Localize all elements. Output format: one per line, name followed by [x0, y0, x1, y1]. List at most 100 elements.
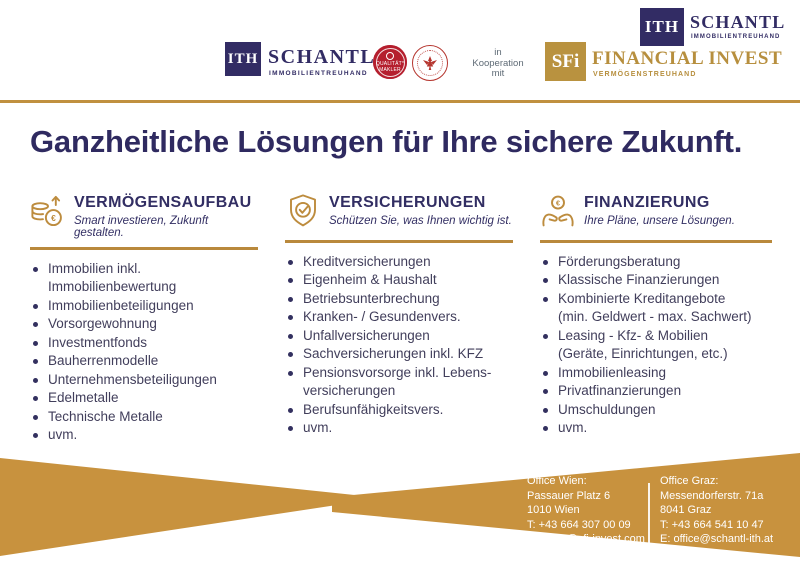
- list-item-line: Privatfinanzierungen: [558, 383, 682, 398]
- list-item-line: Betriebsunterbrechung: [303, 290, 440, 306]
- corner-brand-tagline: IMMOBILIENTREUHAND: [691, 34, 781, 40]
- office-graz-block: Office Graz: Messendorferstr. 71a 8041 G…: [660, 474, 795, 547]
- hands-euro-icon: €: [540, 193, 576, 229]
- list-item: Leasing - Kfz- & Mobilien (Geräte, Einric…: [540, 327, 772, 364]
- versicherungen-list: Kreditversicherungen Eigenheim & Haushalt…: [285, 253, 513, 438]
- ith-logo: ITH: [225, 42, 261, 76]
- column-versicherungen: VERSICHERUNGEN Schützen Sie, was Ihnen w…: [285, 190, 513, 438]
- list-item: Pensionsvorsorge inkl. Lebens-versicheru…: [285, 364, 513, 401]
- list-item: Technische Metalle: [30, 408, 258, 427]
- list-item: Kombinierte Kreditangebote (min. Geldwert…: [540, 290, 772, 327]
- page-title: Ganzheitliche Lösungen für Ihre sichere …: [30, 124, 743, 159]
- list-item-line: Klassische Finanzierungen: [558, 272, 720, 287]
- list-item: uvm.: [30, 426, 258, 445]
- office-divider: [648, 483, 650, 553]
- ith-brand-tagline: IMMOBILIENTREUHAND: [269, 70, 368, 77]
- list-item-line: Förderungsberatung: [558, 253, 681, 269]
- column-subtitle: Schützen Sie, was Ihnen wichtig ist.: [329, 215, 512, 227]
- ith-brand-name: SCHANTL: [268, 46, 376, 68]
- column-rule: [285, 240, 513, 243]
- column-finanzierung: € FINANZIERUNG Ihre Pläne, unsere Lösung…: [540, 190, 772, 438]
- finanzierung-list: Förderungsberatung Klassische Finanzierun…: [540, 253, 772, 438]
- column-title: VERSICHERUNGEN: [329, 194, 486, 211]
- list-item: Immobilien inkl. Immobilienbewertung: [30, 260, 258, 297]
- footer-left-wedge: [0, 458, 383, 556]
- coins-euro-growth-icon: €: [30, 193, 66, 229]
- office-city: 1010 Wien: [527, 504, 580, 517]
- column-header: € FINANZIERUNG Ihre Pläne, unsere Lösung…: [540, 190, 772, 232]
- column-header: VERSICHERUNGEN Schützen Sie, was Ihnen w…: [285, 190, 513, 232]
- corner-ith-logo: ITH: [640, 8, 684, 46]
- column-subtitle: Ihre Pläne, unsere Lösungen.: [584, 215, 735, 227]
- list-item: Betriebsunterbrechung: [285, 290, 513, 309]
- list-item: Edelmetalle: [30, 389, 258, 408]
- svg-text:€: €: [556, 199, 560, 208]
- vermoegensaufbau-list: Immobilien inkl. Immobilienbewertung Immob…: [30, 260, 258, 445]
- state-seal-badge: [412, 45, 448, 81]
- svg-text:€: €: [51, 213, 56, 223]
- list-item-line: Leasing - Kfz- & Mobilien: [558, 327, 709, 343]
- list-item-line: uvm.: [558, 420, 588, 435]
- list-item: Kreditversicherungen: [285, 253, 513, 272]
- cooperation-line: in: [494, 47, 502, 58]
- office-address: Passauer Platz 6: [527, 489, 611, 502]
- list-item: uvm.: [540, 419, 772, 438]
- financial-invest-tagline: VERMÖGENSTREUHAND: [593, 71, 697, 78]
- list-item: Klassische Finanzierungen: [540, 271, 772, 290]
- column-title: FINANZIERUNG: [584, 194, 710, 211]
- header-divider-rule: [0, 100, 800, 103]
- list-item: Unfallversicherungen: [285, 327, 513, 346]
- list-item-line: (min. Geldwert - max. Sachwert): [558, 309, 752, 324]
- list-item-line: Berufsunfähigkeitsvers.: [303, 401, 444, 417]
- list-item-line: Sachversicherungen inkl. KFZ: [303, 346, 484, 361]
- list-item: Berufsunfähigkeitsvers.: [285, 401, 513, 420]
- office-phone: T: +43 664 541 10 47: [660, 518, 764, 531]
- footer-decoration: [0, 453, 800, 557]
- column-title: VERMÖGENSAUFBAU: [74, 194, 252, 211]
- office-phone: T: +43 664 307 00 09: [527, 518, 631, 531]
- quality-makler-badge: QUALITÄT* MAKLER: [373, 45, 407, 79]
- list-item-line: uvm.: [48, 427, 78, 442]
- list-item-line: Bauherrenmodelle: [48, 353, 159, 368]
- list-item-line: Edelmetalle: [48, 390, 119, 405]
- financial-invest-name: FINANCIAL INVEST: [592, 48, 783, 69]
- cooperation-line: mit: [491, 68, 505, 79]
- column-vermoegensaufbau: € VERMÖGENSAUFBAU Smart investieren, Zuk…: [30, 190, 258, 445]
- list-item-line: uvm.: [303, 420, 333, 435]
- office-city: 8041 Graz: [660, 504, 712, 517]
- office-title: Office Graz:: [660, 475, 719, 487]
- list-item-line: Immobilienleasing: [558, 364, 667, 380]
- list-item-line: Immobilienbeteiligungen: [48, 297, 194, 313]
- column-subtitle: Smart investieren, Zukunft gestalten.: [74, 215, 209, 239]
- sfi-logo: SFi: [545, 42, 586, 81]
- list-item-line: Immobilien inkl.: [48, 260, 142, 276]
- office-email: E: office@schantl-ith.at: [660, 533, 774, 546]
- list-item: Kranken- / Gesundenvers.: [285, 308, 513, 327]
- list-item-line: Investmentfonds: [48, 334, 148, 350]
- list-item-line: Kombinierte Kreditangebote: [558, 290, 726, 306]
- list-item: Immobilienleasing: [540, 364, 772, 383]
- list-item: Unternehmensbeteiligungen: [30, 371, 258, 390]
- office-wien-block: Office Wien: Passauer Platz 6 1010 Wien …: [527, 474, 645, 547]
- cooperation-line: Kooperation: [472, 57, 524, 69]
- column-rule: [540, 240, 772, 243]
- list-item: Privatfinanzierungen: [540, 382, 772, 401]
- shield-check-icon: [285, 193, 321, 229]
- office-email: E: office@sfi-invest.com: [527, 533, 645, 546]
- list-item: Immobilienbeteiligungen: [30, 297, 258, 316]
- list-item: Förderungsberatung: [540, 253, 772, 272]
- cooperation-note: in Kooperation mit: [462, 47, 534, 80]
- list-item: Investmentfonds: [30, 334, 258, 353]
- list-item: Eigenheim & Haushalt: [285, 271, 513, 290]
- column-rule: [30, 247, 258, 250]
- office-title: Office Wien:: [527, 475, 587, 487]
- list-item: Vorsorgewohnung: [30, 315, 258, 334]
- list-item-line: Umschuldungen: [558, 401, 656, 417]
- list-item: Bauherrenmodelle: [30, 352, 258, 371]
- office-address: Messendorferstr. 71a: [660, 489, 764, 502]
- list-item-line: Unternehmensbeteiligungen: [48, 371, 217, 387]
- footer-right-wedge: [332, 453, 800, 557]
- list-item-line: (Geräte, Einrichtungen, etc.): [558, 346, 728, 361]
- list-item-line: Immobilienbewertung: [48, 279, 177, 294]
